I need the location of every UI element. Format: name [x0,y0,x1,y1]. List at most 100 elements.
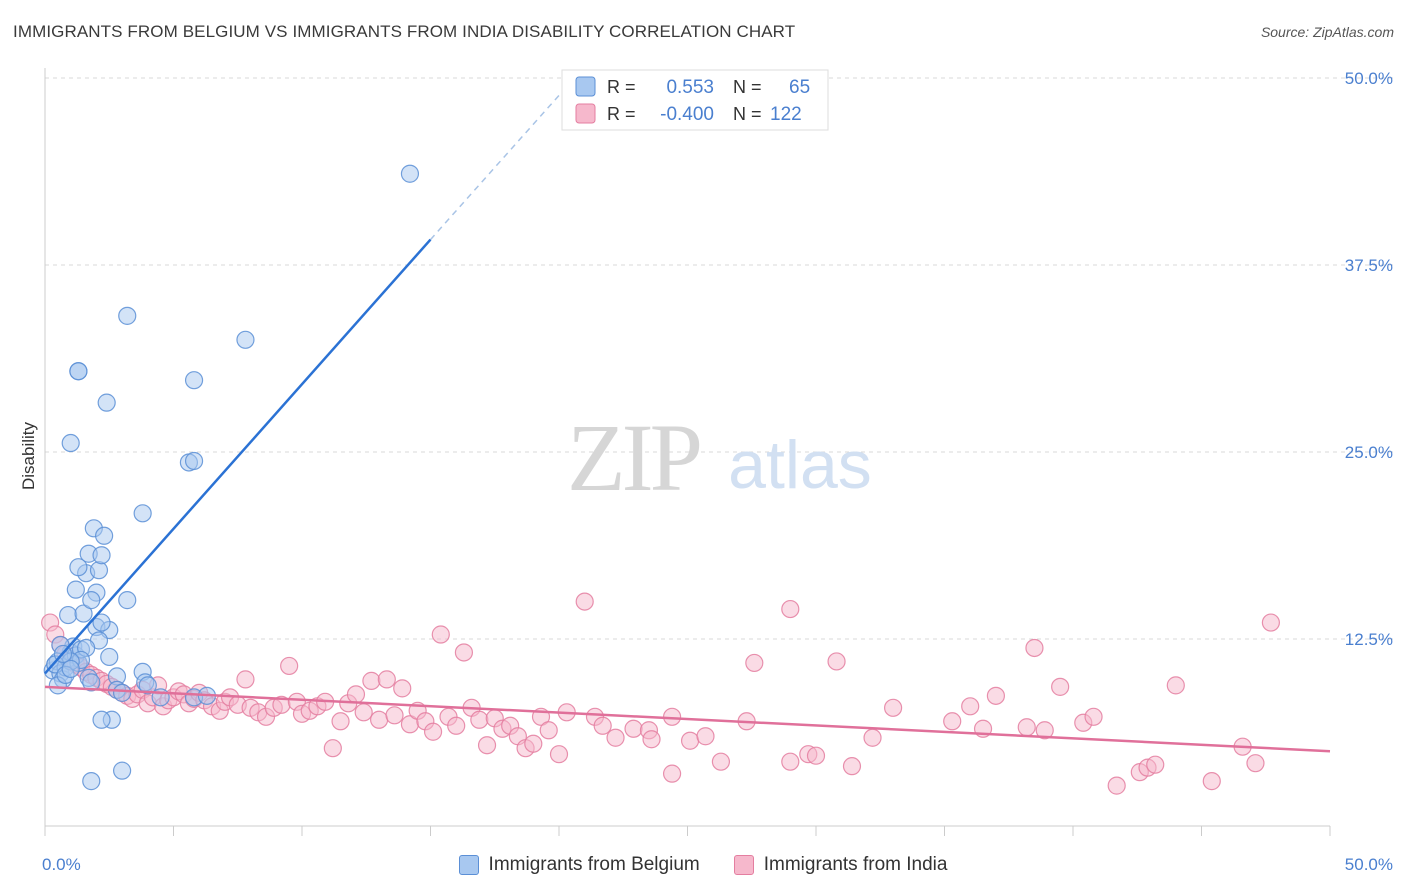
belgium-point[interactable] [92,613,111,632]
india-point[interactable] [781,599,800,619]
belgium-point[interactable] [95,526,114,545]
belgium-point[interactable] [89,561,109,580]
legend-item-belgium[interactable]: Immigrants from Belgium [458,854,700,876]
india-point[interactable] [1107,776,1126,795]
india-point[interactable] [549,745,569,764]
india-point[interactable] [454,643,474,662]
belgium-point[interactable] [92,710,111,729]
india-point[interactable] [842,757,862,776]
belgium-point[interactable] [61,433,80,453]
gridlines [45,77,1393,640]
india-point[interactable] [745,653,764,673]
india-point[interactable] [1084,707,1103,726]
india-point[interactable] [346,685,366,704]
belgium-point[interactable] [184,451,204,471]
india-point[interactable] [827,652,846,671]
belgium-point[interactable] [69,362,88,381]
india-point[interactable] [642,730,661,749]
legend-r-value: -0.400 [660,104,714,125]
belgium-point[interactable] [61,659,80,679]
belgium-point[interactable] [97,393,116,412]
india-point[interactable] [470,710,489,729]
india-series [41,592,1280,795]
watermark-atlas: atlas [728,427,872,503]
legend-r-value: 0.553 [666,77,714,98]
india-point[interactable] [1166,676,1185,695]
india-point[interactable] [711,752,731,771]
india-point[interactable] [1025,638,1044,658]
india-point[interactable] [370,710,389,729]
belgium-point[interactable] [82,772,101,791]
india-point[interactable] [1261,613,1280,632]
belgium-point[interactable] [69,558,88,577]
india-point[interactable] [423,722,443,741]
india-point[interactable] [393,679,412,698]
india-point[interactable] [331,712,350,731]
india-point[interactable] [606,728,625,747]
belgium-point[interactable] [100,647,119,667]
india-point[interactable] [943,712,962,731]
india-point[interactable] [863,728,882,747]
india-point[interactable] [806,746,826,765]
india-point[interactable] [986,686,1006,705]
belgium-point[interactable] [112,683,132,702]
belgium-point[interactable] [118,306,137,325]
legend-n-value: 65 [789,77,810,98]
india-point[interactable] [385,706,404,725]
belgium-point[interactable] [74,604,93,623]
watermark-zip: ZIP [567,404,700,511]
india-point[interactable] [431,625,450,644]
india-point[interactable] [680,731,700,750]
belgium-point[interactable] [184,371,204,390]
belgium-point[interactable] [82,673,101,692]
india-point[interactable] [1146,755,1165,774]
belgium-point[interactable] [82,591,101,610]
india-point[interactable] [280,656,299,676]
india-point[interactable] [323,739,342,758]
india-point[interactable] [593,716,612,735]
belgium-trend-extension [429,80,573,241]
belgium-point[interactable] [118,591,137,610]
india-point[interactable] [662,764,682,783]
y-tick-labels: 12.5% 25.0% 37.5% 50.0% [1345,69,1393,649]
y-axis-label: Disability [19,421,38,490]
india-point[interactable] [696,727,715,746]
belgium-point[interactable] [133,504,152,523]
india-point[interactable] [624,719,643,738]
india-point[interactable] [236,670,255,689]
india-point[interactable] [1017,718,1036,737]
belgium-point[interactable] [138,676,157,695]
india-point[interactable] [575,592,594,611]
legend-label-india: Immigrants from India [763,854,948,875]
legend-r-label: R = [607,77,636,97]
india-point[interactable] [781,752,800,771]
india-point[interactable] [883,698,903,717]
stats-legend-box [561,69,829,131]
belgium-point[interactable] [236,330,255,349]
india-point[interactable] [1202,772,1221,791]
belgium-point[interactable] [59,605,78,625]
belgium-point[interactable] [66,580,85,599]
y-tick-label: 50.0% [1345,69,1393,88]
belgium-point[interactable] [400,164,420,183]
india-point[interactable] [447,716,466,735]
legend-n-label: N = [733,104,762,124]
legend-item-india[interactable]: Immigrants from India [733,854,948,876]
india-point[interactable] [1035,721,1054,740]
belgium-point[interactable] [92,546,111,565]
stats-legend: R = 0.553 N = 65 R = -0.400 N = 122 [561,69,829,131]
india-point[interactable] [1051,677,1070,696]
india-point[interactable] [362,671,381,690]
india-point[interactable] [539,721,558,740]
india-point[interactable] [961,697,980,716]
belgium-point[interactable] [112,761,132,780]
x-tick-label-min: 0.0% [42,855,81,874]
legend-n-label: N = [733,77,762,97]
india-point[interactable] [1246,754,1265,773]
belgium-trend-line [44,238,432,675]
india-point[interactable] [354,703,373,722]
india-point[interactable] [477,736,497,755]
india-point[interactable] [377,670,396,689]
india-point[interactable] [524,734,543,753]
